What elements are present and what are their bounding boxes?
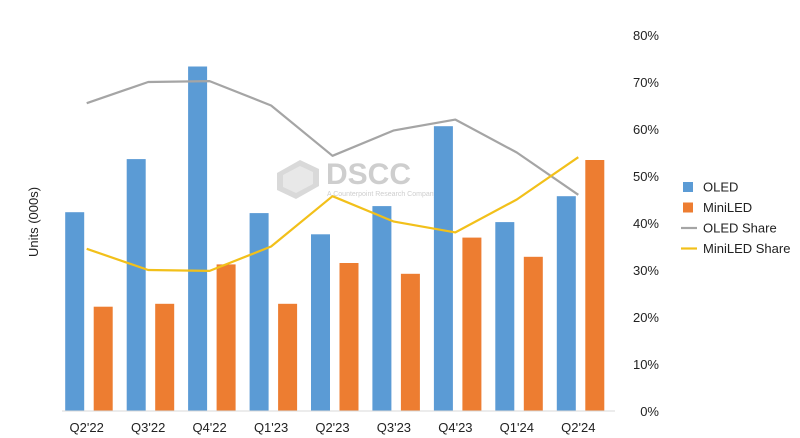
x-tick-label: Q1'23 — [254, 420, 288, 435]
x-tick-label: Q1'24 — [500, 420, 534, 435]
y2-tick-label: 70% — [633, 75, 659, 90]
x-tick-label: Q3'22 — [131, 420, 165, 435]
legend-label: OLED Share — [703, 221, 777, 236]
bar-miniled-1 — [155, 303, 175, 411]
right-axis-ticks: 0% 10% 20% 30% 40% 50% 60% 70% 80% — [633, 28, 659, 419]
lines-layer — [86, 79, 579, 272]
y2-tick-label: 40% — [633, 216, 659, 231]
bar-oled-7 — [495, 222, 515, 411]
bar-oled-8 — [556, 196, 576, 411]
watermark-tagline: A Counterpoint Research Company — [327, 191, 438, 198]
bar-miniled-5 — [400, 273, 420, 411]
y2-tick-label: 80% — [633, 28, 659, 43]
legend-item: OLED Share — [681, 221, 777, 236]
bars-layer — [65, 66, 605, 411]
line-oled-share — [86, 79, 579, 196]
watermark-brand: DSCC — [326, 158, 411, 191]
legend-item: MiniLED Share — [681, 241, 790, 256]
y-axis-label: Units (000s) — [26, 187, 41, 257]
legend-label: MiniLED Share — [703, 241, 790, 256]
bar-miniled-7 — [523, 256, 543, 411]
x-tick-label: Q2'24 — [561, 420, 595, 435]
x-tick-label: Q2'23 — [315, 420, 349, 435]
legend: OLED MiniLED OLED Share MiniLED Share — [681, 180, 790, 256]
y2-tick-label: 20% — [633, 310, 659, 325]
y2-tick-label: 0% — [640, 404, 659, 419]
bar-miniled-4 — [339, 263, 359, 411]
legend-item: MiniLED — [683, 200, 752, 215]
bar-oled-1 — [126, 159, 146, 411]
x-tick-label: Q2'22 — [70, 420, 104, 435]
x-tick-label: Q4'22 — [192, 420, 226, 435]
line-miniled-share — [86, 156, 579, 272]
x-tick-label: Q4'23 — [438, 420, 472, 435]
y2-tick-label: 50% — [633, 169, 659, 184]
x-tick-label: Q3'23 — [377, 420, 411, 435]
bar-oled-4 — [311, 234, 330, 411]
bar-miniled-3 — [278, 303, 298, 411]
watermark: DSCC A Counterpoint Research Company — [277, 158, 438, 199]
bar-miniled-2 — [216, 264, 236, 411]
y2-tick-label: 30% — [633, 263, 659, 278]
bar-oled-6 — [433, 126, 453, 411]
y2-tick-label: 60% — [633, 122, 659, 137]
bar-oled-3 — [249, 213, 269, 411]
dscc-logo-icon — [277, 160, 319, 199]
bar-oled-0 — [65, 212, 85, 411]
bar-oled-5 — [372, 206, 392, 411]
legend-item: OLED — [683, 180, 738, 195]
bar-miniled-8 — [585, 160, 605, 411]
legend-swatch-bar — [683, 182, 693, 192]
legend-swatch-bar — [683, 202, 693, 213]
legend-label: OLED — [703, 180, 738, 195]
legend-label: MiniLED — [703, 200, 752, 215]
y2-tick-label: 10% — [633, 357, 659, 372]
x-axis-ticks: Q2'22 Q3'22 Q4'22 Q1'23 Q2'23 Q3'23 Q4'23 Q1'24… — [70, 420, 596, 435]
bar-miniled-6 — [462, 237, 482, 411]
bar-oled-2 — [188, 66, 208, 411]
bar-miniled-0 — [93, 306, 113, 411]
